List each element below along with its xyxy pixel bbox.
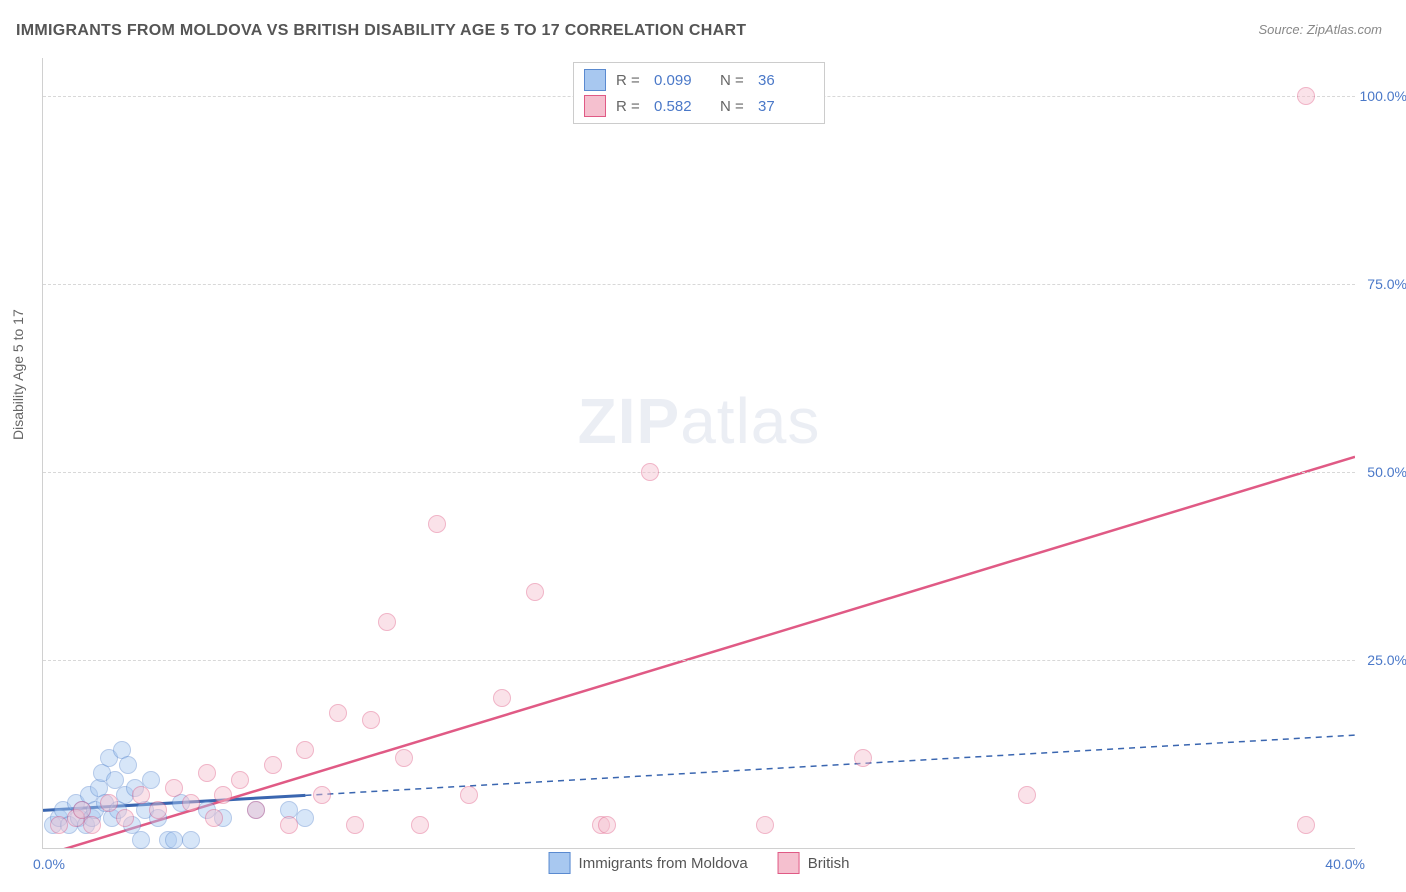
- stat-value: 36: [758, 72, 814, 89]
- legend-stat-row: R = 0.099 N = 36: [584, 67, 814, 93]
- data-point: [280, 816, 298, 834]
- data-point: [132, 786, 150, 804]
- data-point: [83, 816, 101, 834]
- y-tick-label: 75.0%: [1367, 276, 1406, 292]
- y-tick-label: 100.0%: [1360, 88, 1406, 104]
- data-point: [100, 794, 118, 812]
- legend-item: British: [778, 852, 850, 874]
- data-point: [182, 794, 200, 812]
- data-point: [756, 816, 774, 834]
- stat-label: R =: [616, 98, 644, 115]
- data-point: [641, 463, 659, 481]
- data-point: [296, 809, 314, 827]
- y-tick-label: 25.0%: [1367, 652, 1406, 668]
- gridline: [43, 284, 1355, 285]
- data-point: [182, 831, 200, 849]
- data-point: [165, 779, 183, 797]
- data-point: [460, 786, 478, 804]
- data-point: [1297, 87, 1315, 105]
- data-point: [1018, 786, 1036, 804]
- data-point: [428, 515, 446, 533]
- chart-title: IMMIGRANTS FROM MOLDOVA VS BRITISH DISAB…: [16, 22, 746, 40]
- gridline: [43, 472, 1355, 473]
- data-point: [247, 801, 265, 819]
- legend-swatch: [778, 852, 800, 874]
- plot-area: ZIPatlas R =0.099N =36R =0.582N =37 0.0%…: [42, 58, 1355, 849]
- data-point: [50, 816, 68, 834]
- data-point: [132, 831, 150, 849]
- data-point: [231, 771, 249, 789]
- data-point: [116, 809, 134, 827]
- data-point: [346, 816, 364, 834]
- stat-value: 0.582: [654, 98, 710, 115]
- data-point: [854, 749, 872, 767]
- gridline: [43, 660, 1355, 661]
- data-point: [198, 764, 216, 782]
- legend-label: British: [808, 855, 850, 872]
- data-point: [214, 786, 232, 804]
- data-point: [165, 831, 183, 849]
- legend-stat-row: R = 0.582 N = 37: [584, 93, 814, 119]
- legend-stats: R = 0.099 N = 36 R = 0.582 N = 37: [573, 62, 825, 124]
- data-point: [526, 583, 544, 601]
- data-point: [362, 711, 380, 729]
- stat-value: 0.099: [654, 72, 710, 89]
- legend-label: Immigrants from Moldova: [579, 855, 748, 872]
- legend-swatch: [584, 69, 606, 91]
- watermark: ZIPatlas: [578, 384, 821, 458]
- data-point: [598, 816, 616, 834]
- data-point: [205, 809, 223, 827]
- y-axis-label: Disability Age 5 to 17: [10, 309, 26, 440]
- stat-label: N =: [720, 72, 748, 89]
- data-point: [329, 704, 347, 722]
- stat-label: R =: [616, 72, 644, 89]
- legend-swatch: [584, 95, 606, 117]
- trend-lines: [43, 58, 1355, 848]
- source-label: Source: ZipAtlas.com: [1258, 22, 1382, 37]
- data-point: [119, 756, 137, 774]
- legend-series: Immigrants from Moldova British: [549, 852, 850, 874]
- data-point: [1297, 816, 1315, 834]
- data-point: [378, 613, 396, 631]
- x-tick-max: 40.0%: [1325, 856, 1365, 872]
- y-tick-label: 50.0%: [1367, 464, 1406, 480]
- stat-value: 37: [758, 98, 814, 115]
- data-point: [149, 801, 167, 819]
- legend-swatch: [549, 852, 571, 874]
- stat-label: N =: [720, 98, 748, 115]
- data-point: [411, 816, 429, 834]
- data-point: [264, 756, 282, 774]
- data-point: [493, 689, 511, 707]
- data-point: [296, 741, 314, 759]
- x-tick-min: 0.0%: [33, 856, 65, 872]
- legend-item: Immigrants from Moldova: [549, 852, 748, 874]
- data-point: [313, 786, 331, 804]
- data-point: [395, 749, 413, 767]
